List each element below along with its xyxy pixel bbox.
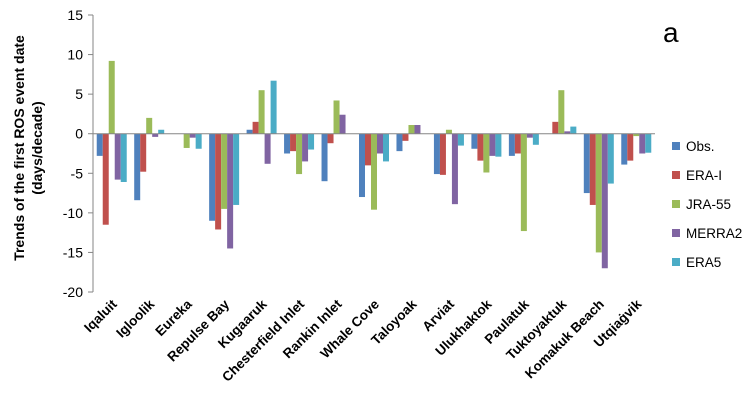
- bar-era-i-9: [439, 133, 446, 175]
- bar-obs-1: [134, 133, 141, 201]
- bar-merra2-8: [414, 125, 421, 134]
- bar-era-i-8: [402, 133, 409, 141]
- y-tick-label: 0: [75, 126, 83, 142]
- bar-jra-55-4: [258, 90, 265, 134]
- bar-jra-55-14: [633, 133, 640, 137]
- bar-era-i-4: [252, 121, 259, 134]
- bar-obs-10: [471, 133, 478, 149]
- bar-era5-7: [383, 133, 389, 162]
- bar-merra2-12: [564, 131, 571, 134]
- bar-era5-4: [270, 80, 277, 134]
- y-tick-label: 10: [67, 47, 83, 63]
- bar-era-i-11: [514, 133, 521, 154]
- bar-jra-55-2: [183, 133, 190, 148]
- bar-jra-55-9: [445, 129, 452, 134]
- bar-merra2-1: [152, 133, 159, 137]
- bar-jra-55-11: [520, 133, 527, 232]
- legend-swatch: [672, 229, 680, 237]
- bar-merra2-4: [264, 133, 271, 164]
- bar-era-i-6: [327, 133, 334, 144]
- bar-era-i-7: [365, 133, 371, 166]
- bar-jra-55-1: [146, 117, 153, 134]
- bar-obs-11: [508, 133, 515, 156]
- bar-era5-13: [607, 133, 614, 184]
- bar-era5-3: [233, 133, 240, 205]
- bar-jra-55-10: [483, 133, 490, 173]
- y-axis-label-line-1: Trends of the first ROS event date: [11, 35, 27, 261]
- bar-merra2-0: [114, 133, 121, 180]
- plot-area: 151050-5-10-15-20IqaluitIgloolikEurekaRe…: [63, 7, 655, 385]
- bar-obs-5: [284, 133, 291, 154]
- bar-obs-8: [396, 133, 403, 152]
- bar-obs-4: [246, 129, 253, 134]
- legend-swatch: [672, 200, 680, 208]
- legend-label: Obs.: [686, 139, 715, 154]
- bar-era5-9: [457, 133, 464, 146]
- bar-obs-7: [359, 133, 365, 198]
- bar-merra2-9: [451, 133, 458, 205]
- bar-jra-55-7: [371, 133, 377, 210]
- bar-jra-55-13: [595, 133, 602, 253]
- legend: Obs. ERA-I JRA-55 MERRA2 ERA5: [672, 139, 742, 270]
- y-tick-label: -5: [71, 165, 84, 181]
- bar-merra2-3: [227, 133, 234, 249]
- y-tick-label: 5: [75, 86, 83, 102]
- bar-era5-0: [120, 133, 127, 182]
- y-axis-label-line-2: (days/decade): [29, 101, 45, 194]
- bar-era5-12: [570, 126, 577, 134]
- y-tick-label: -10: [63, 205, 83, 221]
- bar-merra2-14: [639, 133, 646, 154]
- bar-jra-55-12: [558, 90, 565, 134]
- bar-era5-11: [532, 133, 539, 145]
- bar-era-i-1: [140, 133, 147, 172]
- bar-merra2-10: [489, 133, 496, 156]
- bar-merra2-6: [339, 114, 346, 134]
- y-tick-label: -15: [63, 244, 83, 260]
- bar-merra2-11: [526, 133, 533, 138]
- bar-obs-6: [321, 133, 328, 182]
- x-category-label: Igloolik: [113, 296, 157, 340]
- bar-era5-2: [195, 133, 202, 149]
- legend-swatch: [672, 142, 680, 150]
- bar-merra2-5: [302, 133, 309, 162]
- bar-era5-5: [308, 133, 315, 150]
- bar-era-i-12: [552, 121, 559, 134]
- legend-label: ERA-I: [686, 168, 722, 183]
- bar-merra2-13: [601, 133, 608, 269]
- bar-jra-55-8: [408, 125, 415, 134]
- legend-swatch: [672, 258, 680, 266]
- bar-era5-1: [158, 129, 165, 134]
- bar-jra-55-5: [296, 133, 303, 175]
- y-tick-label: -20: [63, 284, 83, 300]
- bar-obs-3: [209, 133, 216, 221]
- legend-swatch: [672, 171, 680, 179]
- bar-era5-14: [645, 133, 652, 153]
- bar-era-i-10: [477, 133, 484, 161]
- bar-era-i-5: [290, 133, 297, 152]
- bar-obs-0: [96, 133, 103, 156]
- bar-obs-14: [621, 133, 628, 165]
- y-tick-label: 15: [67, 7, 83, 23]
- bar-merra2-7: [377, 133, 383, 154]
- bar-era-i-13: [589, 133, 596, 205]
- bar-jra-55-6: [333, 100, 340, 134]
- bar-era-i-3: [215, 133, 222, 230]
- bar-jra-55-0: [108, 60, 115, 134]
- bar-era-i-0: [102, 133, 109, 225]
- bar-era-i-14: [627, 133, 634, 161]
- legend-label: MERRA2: [686, 226, 742, 241]
- bar-era5-10: [495, 133, 502, 157]
- bar-obs-9: [433, 133, 440, 175]
- legend-label: ERA5: [686, 255, 721, 270]
- bar-merra2-2: [189, 133, 196, 138]
- panel-letter: a: [663, 17, 679, 48]
- bar-obs-13: [583, 133, 590, 194]
- legend-label: JRA-55: [686, 197, 731, 212]
- bar-jra-55-3: [221, 133, 228, 209]
